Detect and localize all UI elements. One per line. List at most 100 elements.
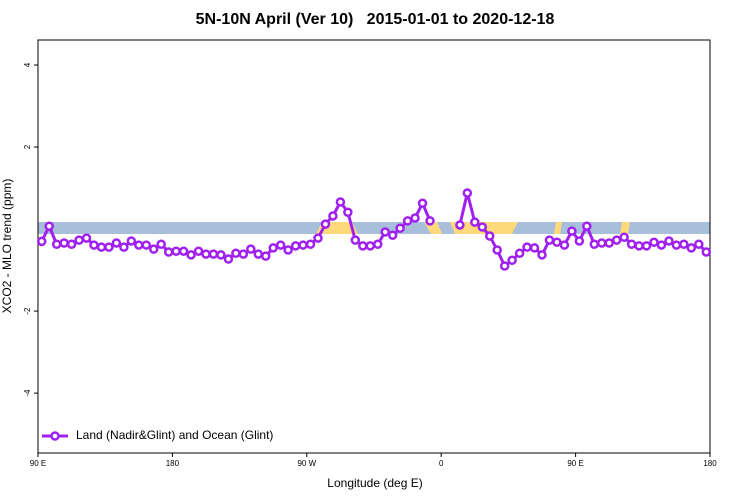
surface-band [38, 222, 710, 234]
data-point [641, 241, 652, 251]
data-point [66, 239, 77, 249]
data-point [275, 240, 286, 250]
y-axis-label: XCO2 - MLO trend (ppm) [0, 179, 14, 314]
data-point [552, 237, 562, 247]
data-point [238, 249, 249, 259]
x-tick-label: 90 E [567, 459, 583, 468]
data-point [664, 236, 674, 246]
data-point [268, 243, 278, 253]
data-point [193, 246, 204, 256]
data-point [507, 255, 517, 265]
data-point [462, 188, 473, 198]
data-point [141, 240, 152, 250]
data-point [694, 239, 704, 249]
data-point [574, 236, 585, 246]
plot-frame [37, 39, 711, 454]
data-point [701, 247, 712, 257]
data-point [246, 244, 256, 254]
data-point [372, 239, 383, 249]
y-tick-label: 4 [23, 62, 32, 67]
legend-marker [50, 431, 60, 441]
x-tick-label: 90 E [30, 459, 46, 468]
data-point [626, 239, 637, 249]
x-tick-label: 90 W [297, 459, 316, 468]
y-tick-label: -2 [23, 307, 32, 315]
data-point [223, 254, 234, 264]
data-point [417, 198, 428, 208]
data-point [119, 242, 129, 252]
data-point [134, 240, 144, 250]
data-point [163, 247, 174, 257]
x-axis-label: Longitude (deg E) [327, 476, 422, 490]
data-point [358, 241, 368, 251]
y-tick-label: 2 [23, 144, 32, 149]
data-point [111, 238, 122, 248]
data-point [529, 243, 540, 253]
data-point [611, 235, 622, 245]
data-point [425, 216, 435, 226]
x-tick-label: 180 [166, 459, 180, 468]
data-point [343, 207, 353, 218]
data-point [305, 239, 316, 249]
data-point [514, 248, 525, 259]
data-point [328, 211, 338, 221]
legend-label: Land (Nadir&Glint) and Ocean (Glint) [76, 428, 273, 442]
data-point [231, 248, 241, 259]
chart-title: 5N-10N April (Ver 10) 2015-01-01 to 2020… [196, 11, 555, 28]
data-point [544, 235, 555, 245]
data-point [484, 231, 495, 241]
data-point [216, 250, 226, 260]
data-point [298, 240, 308, 250]
data-point [604, 238, 614, 248]
data-point [679, 239, 689, 249]
data-point [89, 240, 99, 250]
data-point [171, 246, 181, 256]
data-point [582, 221, 592, 231]
data-point [395, 223, 405, 233]
x-tick-label: 0 [439, 459, 444, 468]
data-point [201, 249, 211, 259]
data-point [470, 217, 480, 227]
land-band [554, 222, 562, 234]
data-point [148, 244, 159, 254]
data-point [596, 238, 607, 248]
data-point [619, 232, 629, 243]
data-point [74, 235, 84, 245]
data-point [567, 226, 577, 236]
data-point [260, 251, 271, 261]
data-point [656, 240, 667, 250]
land-band [620, 222, 630, 234]
data-point [492, 245, 502, 255]
data-point [686, 243, 697, 253]
data-point [290, 241, 301, 251]
data-point [126, 236, 137, 246]
data-point [178, 246, 189, 256]
data-point [350, 235, 361, 245]
data-point [104, 242, 114, 252]
data-point [36, 236, 47, 247]
y-tick-label: -4 [23, 389, 32, 397]
data-point [208, 249, 219, 259]
data-point [387, 230, 398, 240]
data-point [320, 219, 331, 229]
ocean-band [38, 222, 710, 234]
data-point [96, 242, 107, 252]
data-point [51, 239, 62, 249]
data-point [455, 220, 465, 230]
data-point [589, 239, 600, 249]
data-point [365, 241, 376, 251]
data-point [559, 240, 570, 250]
data-point [410, 213, 420, 223]
data-point [522, 242, 532, 252]
data-point [335, 197, 346, 207]
data-point [380, 227, 390, 237]
data-point [477, 222, 488, 232]
data-point [634, 241, 644, 251]
data-point [186, 250, 196, 260]
data-point [671, 240, 682, 250]
data-point [313, 233, 323, 243]
data-point [499, 261, 510, 271]
data-point [81, 233, 92, 243]
data-point [649, 237, 659, 247]
